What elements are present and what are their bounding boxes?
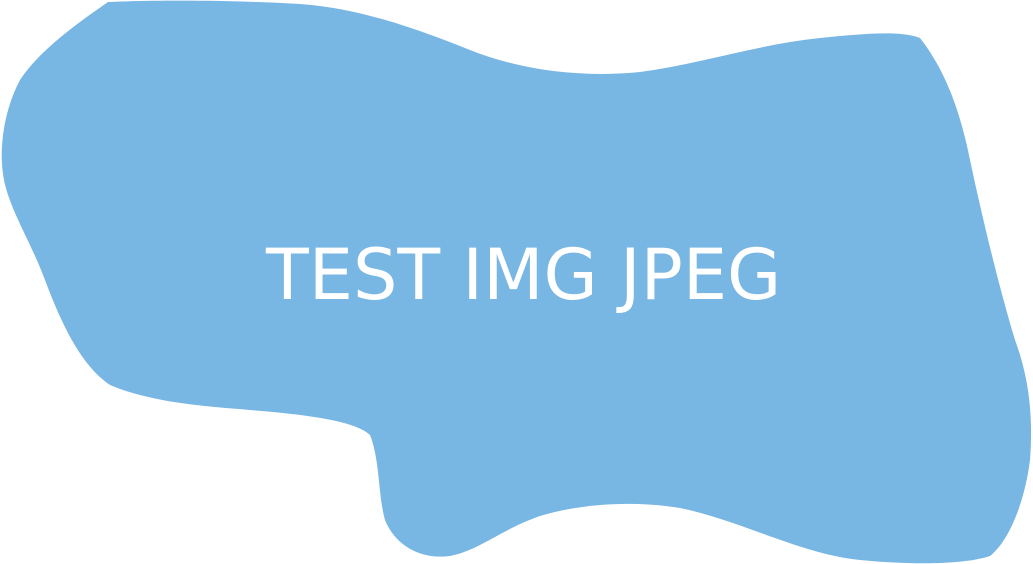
image-caption: TEST IMG JPEG [266,234,782,316]
